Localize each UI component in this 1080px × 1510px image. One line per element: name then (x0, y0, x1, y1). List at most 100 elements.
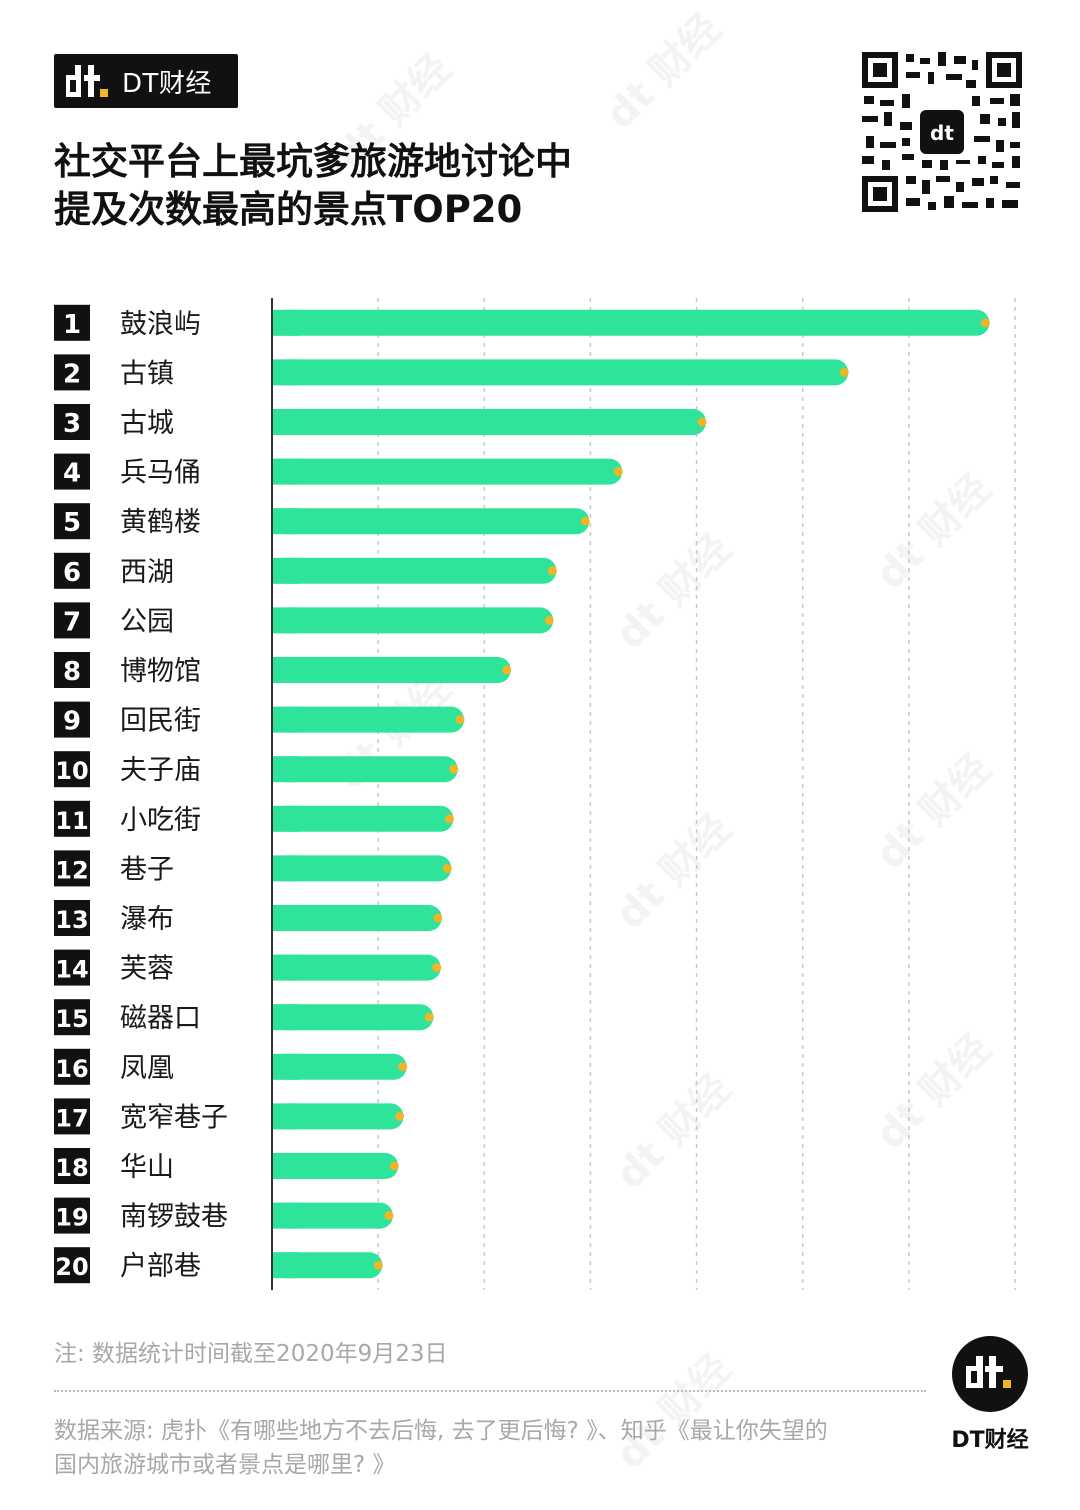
rank-number: 3 (63, 409, 81, 439)
brand-name: DT财经 (122, 68, 212, 99)
bar (273, 1153, 399, 1179)
rank-badge (54, 552, 90, 589)
bar (273, 954, 441, 981)
rank-badge (54, 404, 90, 440)
bar-start (273, 1153, 299, 1179)
rank-badge (54, 602, 90, 639)
bar (273, 359, 849, 386)
bar-end-dot (432, 963, 442, 973)
category-label: 小吃街 (120, 805, 201, 836)
brand-badge: DT财经 (54, 54, 238, 108)
source-line-1: 数据来源: 虎扑《有哪些地方不去后悔, 去了更后悔? 》、知乎《最让你失望的 (54, 1418, 828, 1444)
bar-end-dot (547, 566, 557, 576)
bar-end-dot (449, 764, 459, 774)
rank-number: 1 (63, 310, 81, 340)
bar-end-dot (455, 715, 465, 725)
rank-badge (54, 304, 90, 341)
bar-end-dot (389, 1161, 399, 1171)
bar (273, 1053, 407, 1080)
category-label: 古城 (120, 408, 174, 439)
bar-start (273, 855, 299, 882)
bar-start (273, 706, 299, 733)
bar (273, 1004, 434, 1031)
bar-start (273, 954, 299, 981)
bar-start (273, 508, 299, 535)
divider (54, 1390, 926, 1392)
category-label: 户部巷 (120, 1251, 201, 1282)
rank-number: 11 (55, 807, 88, 835)
rank-badge (54, 453, 90, 490)
rank-badge (54, 751, 90, 788)
bar-end-dot (384, 1211, 394, 1221)
category-label: 夫子庙 (120, 755, 201, 786)
rank-number: 15 (55, 1005, 88, 1033)
category-label: 宽窄巷子 (120, 1102, 228, 1133)
bar-start (273, 309, 299, 336)
footer-logo-caption: DT财经 (951, 1428, 1029, 1453)
rank-badge (54, 354, 90, 391)
rank-badge (54, 999, 90, 1036)
bar (273, 458, 623, 485)
rank-number: 5 (63, 508, 81, 538)
bar (273, 756, 458, 783)
source-line-2: 国内旅游城市或者景点是哪里? 》 (54, 1452, 396, 1478)
bar-start (273, 657, 299, 683)
category-label: 回民街 (120, 706, 201, 737)
rank-badge (54, 1048, 90, 1085)
rank-number: 2 (63, 359, 81, 389)
bar (273, 706, 465, 733)
rank-number: 4 (63, 459, 81, 489)
page-title: 社交平台上最坑爹旅游地讨论中 提及次数最高的景点TOP20 (54, 138, 694, 234)
bar-end-dot (980, 318, 990, 328)
bar-end-dot (398, 1062, 408, 1072)
bar-start (273, 1103, 299, 1130)
svg-text:dt: dt (930, 121, 954, 145)
bar-start (273, 1202, 299, 1229)
rank-badge (54, 1098, 90, 1135)
dt-logo-icon (66, 65, 108, 97)
bar-end-dot (544, 615, 554, 625)
rank-badge (54, 900, 90, 936)
bar-start (273, 1004, 299, 1031)
bar-start (273, 359, 299, 386)
bar (273, 309, 990, 336)
bar-start (273, 805, 299, 832)
rank-badge (54, 1197, 90, 1234)
rank-number: 8 (63, 657, 81, 687)
bar-start (273, 1053, 299, 1080)
bar (273, 1252, 383, 1279)
qr-code-icon[interactable]: dt (862, 52, 1022, 212)
category-label: 巷子 (120, 854, 174, 885)
bar-end-dot (373, 1260, 383, 1270)
category-label: 南锣鼓巷 (120, 1202, 228, 1233)
rank-number: 16 (55, 1055, 88, 1083)
data-source: 数据来源: 虎扑《有哪些地方不去后悔, 去了更后悔? 》、知乎《最让你失望的 国… (54, 1414, 914, 1482)
category-label: 芙蓉 (120, 954, 174, 985)
bar (273, 607, 554, 634)
data-note: 注: 数据统计时间截至2020年9月23日 (54, 1341, 448, 1367)
rank-badge (54, 1148, 90, 1184)
bar (273, 905, 442, 931)
rank-badge (54, 800, 90, 837)
category-label: 凤凰 (120, 1053, 174, 1084)
rank-badge (54, 652, 90, 688)
bar-start (273, 756, 299, 783)
bar (273, 508, 590, 535)
bar (273, 1103, 404, 1130)
bar (273, 1202, 393, 1229)
title-line-2: 提及次数最高的景点TOP20 (54, 188, 523, 231)
bar (273, 805, 454, 832)
bar (273, 557, 557, 584)
bar-end-dot (442, 863, 452, 873)
category-label: 博物馆 (120, 656, 201, 687)
rank-badge (54, 1247, 90, 1284)
bar-end-dot (580, 516, 590, 526)
bar-end-dot (424, 1012, 434, 1022)
bar-end-dot (395, 1111, 405, 1121)
bar (273, 657, 511, 683)
category-label: 华山 (120, 1152, 174, 1183)
rank-number: 9 (63, 707, 81, 737)
title-line-1: 社交平台上最坑爹旅游地讨论中 (54, 140, 572, 183)
bar-end-dot (839, 367, 849, 377)
rank-number: 20 (55, 1253, 88, 1281)
